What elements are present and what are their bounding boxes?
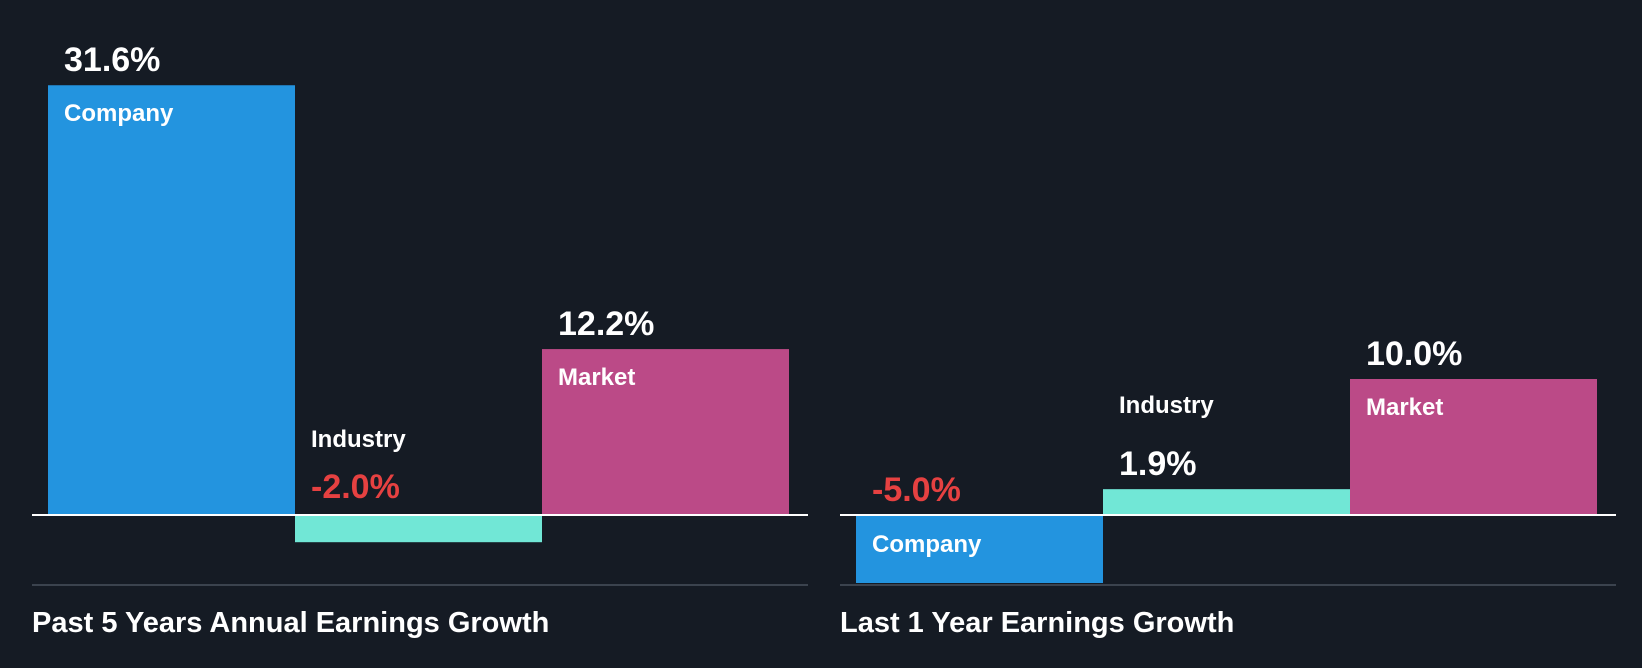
last-1-year-industry-bar — [1103, 489, 1350, 515]
last-1-year-chart: Company -5.0% Industry 1.9% Market 10.0% — [840, 335, 1616, 583]
past-5-years-separator — [32, 584, 808, 586]
past-5-years-panel: Company 31.6% Industry -2.0% Market 12.2% Pas… — [32, 0, 808, 668]
past-5-years-market-value-label: 12.2% — [558, 305, 654, 343]
past-5-years-company-value-label: 31.6% — [64, 41, 160, 79]
last-1-year-market-label: Market — [1366, 394, 1443, 421]
last-1-year-company-label: Company — [872, 531, 982, 558]
last-1-year-company-value-label: -5.0% — [872, 471, 961, 509]
last-1-year-title: Last 1 Year Earnings Growth — [840, 607, 1235, 639]
past-5-years-chart: Company 31.6% Industry -2.0% Market 12.2% — [32, 41, 808, 543]
last-1-year-market-value-label: 10.0% — [1366, 335, 1462, 373]
last-1-year-market-bar — [1350, 379, 1597, 515]
last-1-year-industry-value-label: 1.9% — [1119, 445, 1197, 483]
last-1-year-industry-label: Industry — [1119, 392, 1214, 419]
past-5-years-industry-value-label: -2.0% — [311, 468, 400, 506]
past-5-years-company-bar — [48, 85, 295, 516]
last-1-year-company-bar — [856, 515, 1103, 583]
past-5-years-title: Past 5 Years Annual Earnings Growth — [32, 607, 550, 639]
last-1-year-panel: Company -5.0% Industry 1.9% Market 10.0% Last… — [840, 0, 1616, 668]
past-5-years-industry-label: Industry — [311, 426, 406, 453]
past-5-years-market-bar — [542, 349, 789, 515]
past-5-years-industry-bar — [295, 515, 542, 543]
past-5-years-company-label: Company — [64, 100, 174, 127]
past-5-years-market-label: Market — [558, 364, 635, 391]
last-1-year-separator — [840, 584, 1616, 586]
